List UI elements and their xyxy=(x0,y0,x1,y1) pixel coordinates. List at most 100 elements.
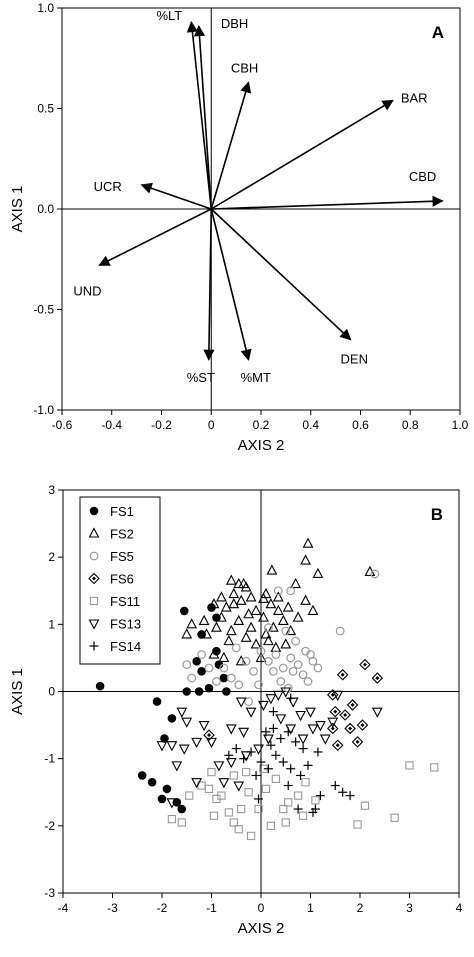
vector-label-pct-lt: %LT xyxy=(156,8,182,23)
data-point-fs2 xyxy=(280,638,292,649)
data-point-fs14 xyxy=(315,791,325,801)
data-point-fs13 xyxy=(238,727,250,738)
data-point-fs13 xyxy=(265,694,277,705)
vector-arrow-dbh xyxy=(193,24,213,210)
data-point-fs14 xyxy=(231,744,241,754)
data-point-fs14 xyxy=(261,727,271,737)
data-point-fs13 xyxy=(176,707,188,718)
data-point-fs14 xyxy=(224,750,234,760)
panel-b-y-tick-label: 0 xyxy=(48,685,55,699)
data-point-fs13 xyxy=(213,761,225,772)
data-point-fs5 xyxy=(244,697,254,706)
data-point-fs6 xyxy=(336,668,349,681)
panel-a-panel-label: A xyxy=(432,23,444,42)
data-point-fs13 xyxy=(263,734,274,745)
data-point-fs1 xyxy=(160,734,169,743)
data-point-fs11 xyxy=(244,788,253,797)
data-point-fs11 xyxy=(229,771,238,780)
panel-a-y-tick-label: 0.5 xyxy=(37,102,54,116)
vector-arrow-cbd xyxy=(211,195,444,210)
legend-marker-fs14 xyxy=(89,641,99,651)
data-point-fs6 xyxy=(359,658,371,671)
data-point-fs5 xyxy=(271,650,281,659)
data-point-fs13 xyxy=(191,737,203,749)
panel-a-x-tick-label: 1.0 xyxy=(452,418,469,432)
data-point-fs11 xyxy=(261,784,271,794)
data-point-fs5 xyxy=(303,677,313,686)
data-point-fs11 xyxy=(311,796,320,805)
series-fs14 xyxy=(224,693,355,817)
legend: FS1 FS2 FS5 FS6 FS11 FS13 FS14 xyxy=(79,496,161,665)
data-point-fs14 xyxy=(298,744,308,754)
data-point-fs6 xyxy=(371,672,384,684)
data-point-fs2 xyxy=(250,604,262,615)
data-point-fs5 xyxy=(291,636,301,646)
panel-a: -0.6 -0.4 -0.2 0 0.2 0.4 0.6 0.8 1.0 -1.0 -0.5 0.0 0… xyxy=(9,1,469,454)
data-point-fs5 xyxy=(306,650,315,659)
data-point-fs14 xyxy=(330,781,340,791)
series-fs11 xyxy=(167,761,439,841)
panel-b-x-tick-label: -1 xyxy=(206,901,217,915)
data-point-fs13 xyxy=(218,778,230,789)
data-point-fs13 xyxy=(295,710,307,722)
data-point-fs5 xyxy=(234,680,244,690)
data-point-fs2 xyxy=(243,608,255,619)
data-point-fs5 xyxy=(278,663,288,673)
data-point-fs2 xyxy=(225,624,237,636)
data-point-fs13 xyxy=(166,741,178,752)
data-point-fs14 xyxy=(268,707,278,717)
data-point-fs5 xyxy=(219,663,229,673)
data-point-fs14 xyxy=(338,787,348,797)
data-point-fs2 xyxy=(300,594,311,605)
data-point-fs14 xyxy=(293,804,303,814)
data-point-fs5 xyxy=(226,673,236,683)
panel-b-y-tick-label: 3 xyxy=(48,483,55,497)
data-point-fs1 xyxy=(182,687,192,696)
data-point-fs2 xyxy=(240,581,252,592)
data-point-fs13 xyxy=(233,781,245,792)
data-point-fs2 xyxy=(240,631,252,642)
panel-a-x-tick-label: -0.2 xyxy=(151,418,172,432)
data-point-fs11 xyxy=(360,801,370,810)
data-point-fs11 xyxy=(209,811,219,820)
panel-b-y-tick-label: -2 xyxy=(44,819,55,833)
data-point-fs5 xyxy=(273,586,283,596)
data-point-fs13 xyxy=(166,798,178,809)
panel-a-y-tick-label: -0.5 xyxy=(33,303,54,317)
panel-a-x-tick-label: 0.4 xyxy=(302,418,319,432)
panel-b-y-tick-label: -1 xyxy=(44,752,55,766)
data-point-fs11 xyxy=(266,821,276,830)
data-point-fs11 xyxy=(271,774,280,783)
data-point-fs5 xyxy=(264,656,273,666)
data-point-fs11 xyxy=(281,818,290,827)
data-point-fs5 xyxy=(254,680,263,690)
panel-a-x-tick-label: 0.8 xyxy=(402,418,419,432)
panel-a-y-tick-label: -1.0 xyxy=(33,403,54,417)
data-point-fs5 xyxy=(286,653,296,663)
data-point-fs2 xyxy=(233,614,245,626)
data-point-fs13 xyxy=(258,700,269,712)
vector-arrow-pct-mt xyxy=(210,208,252,361)
data-point-fs2 xyxy=(307,604,319,615)
data-point-fs13 xyxy=(332,690,344,702)
data-point-fs6 xyxy=(356,719,369,731)
data-point-fs2 xyxy=(258,611,269,622)
data-point-fs11 xyxy=(185,791,194,800)
data-point-fs1 xyxy=(222,687,231,696)
data-point-fs13 xyxy=(327,717,339,728)
vector-label-bar: BAR xyxy=(401,90,428,105)
data-point-fs2 xyxy=(302,537,314,548)
panel-b-y-tick-label: 1 xyxy=(48,617,55,631)
panel-b-x-tick-label: -3 xyxy=(107,901,118,915)
data-point-fs2 xyxy=(218,651,230,662)
data-point-fs13 xyxy=(305,707,316,718)
data-point-fs6 xyxy=(344,722,356,735)
panel-b-x-tick-label: -4 xyxy=(58,901,69,915)
panel-b-x-tick-label: 0 xyxy=(258,901,265,915)
data-point-fs6 xyxy=(346,699,359,711)
data-point-fs5 xyxy=(281,626,291,636)
data-point-fs6 xyxy=(329,705,342,718)
data-point-fs6 xyxy=(351,736,364,748)
data-point-fs5 xyxy=(370,569,380,579)
data-point-fs2 xyxy=(272,591,284,602)
